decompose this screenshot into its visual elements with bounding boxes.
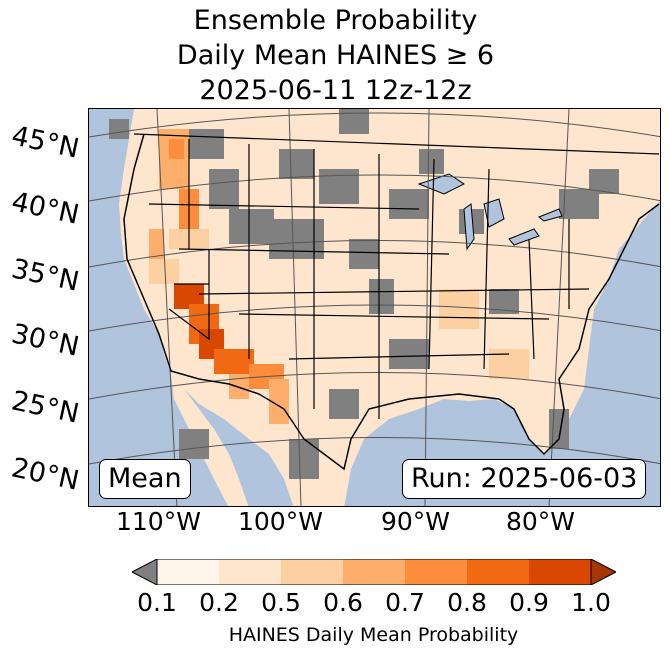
lon-label-100: 100°W [238,507,323,536]
map-canvas [89,109,660,506]
graticule [89,109,660,506]
colorbar-bin [405,559,467,585]
colorbar-tick: 0.9 [509,588,549,617]
title-line-2: Daily Mean HAINES ≥ 6 [176,40,495,71]
lon-label-110: 110°W [116,507,201,536]
title-line-1: Ensemble Probability [193,5,478,36]
map-panel[interactable]: Mean Run: 2025-06-03 [88,108,661,507]
lat-label-45: 45°N [8,120,82,165]
colorbar-tick: 0.7 [385,588,425,617]
us-outline [123,133,660,471]
colorbar-tick: 0.6 [323,588,363,617]
lat-label-30: 30°N [8,318,82,363]
run-box: Run: 2025-06-03 [402,459,647,499]
colorbar-tick: 0.5 [261,588,301,617]
colorbar-bin [467,559,529,585]
colorbar-bin [157,559,219,585]
lat-label-40: 40°N [8,186,82,231]
lat-label-25: 25°N [8,385,82,430]
colorbar-bins [157,559,591,585]
colorbar-over-arrow [590,559,616,585]
lat-label-35: 35°N [8,253,82,298]
state-borders [133,133,660,419]
title-line-3: 2025-06-11 12z-12z [199,75,472,106]
colorbar-tick: 0.2 [199,588,239,617]
stat-box: Mean [99,459,191,499]
lon-label-80: 80°W [506,507,576,536]
colorbar-frame [156,559,592,585]
colorbar-under-arrow [132,559,158,585]
missing-data [109,109,619,479]
colorbar-tick: 1.0 [571,588,611,617]
lon-label-90: 90°W [381,507,451,536]
colorbar-tick: 0.8 [447,588,487,617]
colorbar [132,559,616,585]
lat-label-20: 20°N [8,452,82,497]
baja [171,374,249,506]
colorbar-label: HAINES Daily Mean Probability [228,624,519,646]
colorbar-bin [343,559,405,585]
colorbar-tick: 0.1 [137,588,177,617]
colorbar-bin [219,559,281,585]
colorbar-bin [281,559,343,585]
probability-areas [149,129,529,424]
colorbar-bin [529,559,591,585]
great-lakes [417,173,563,251]
